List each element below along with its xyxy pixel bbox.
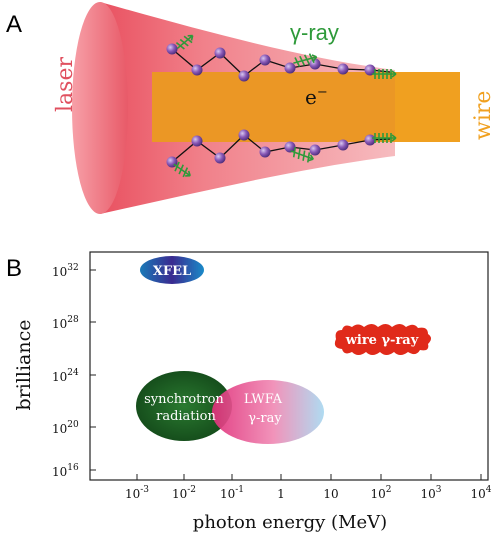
- gamma-photons: [173, 34, 397, 178]
- electron: [166, 43, 178, 55]
- y-tick-labels: 1032 1028 1024 1020 1016: [52, 263, 79, 479]
- gamma-photon-icon: [290, 147, 314, 163]
- y-tick-label: 1024: [52, 368, 79, 384]
- electron: [284, 62, 296, 74]
- xfel-label: XFEL: [153, 264, 191, 279]
- electron: [284, 141, 296, 153]
- y-tick-label: 1028: [52, 315, 79, 331]
- electron: [238, 129, 250, 141]
- electron: [238, 70, 250, 82]
- panel-a-label: A: [6, 11, 22, 38]
- electron-label: e−: [305, 85, 328, 109]
- laser-cone-face: [72, 2, 128, 214]
- lwfa-region: [212, 380, 324, 444]
- electron: [191, 135, 203, 147]
- y-tick-label: 1016: [52, 463, 79, 479]
- gamma-photon-icon: [293, 53, 318, 67]
- lwfa-label: LWFA γ-ray: [244, 392, 286, 426]
- gamma-ray-label: γ-ray: [290, 20, 339, 45]
- electron: [309, 58, 321, 70]
- y-tick-label: 1032: [52, 263, 79, 279]
- x-axis-label: photon energy (MeV): [193, 512, 387, 533]
- y-axis-ticks: [90, 269, 96, 471]
- upper-trajectory: [171, 48, 391, 77]
- electron: [214, 152, 226, 164]
- x-tick-label: 10: [323, 487, 338, 501]
- gamma-photon-icon: [175, 34, 194, 50]
- electron: [259, 54, 271, 66]
- gamma-photon-icon: [372, 69, 397, 79]
- electron: [364, 64, 376, 76]
- y-axis-label: brilliance: [13, 319, 35, 410]
- electron: [259, 146, 271, 158]
- panel-a: A: [6, 2, 496, 214]
- x-tick-label: 1: [277, 487, 285, 501]
- xfel-region: [140, 256, 204, 284]
- electron: [214, 47, 226, 59]
- electron: [191, 64, 203, 76]
- wire-gamma-region: [334, 324, 431, 355]
- x-tick-labels: 10-3 10-2 10-1 1 10 102 103 104: [125, 485, 492, 501]
- panel-b-label: B: [6, 255, 22, 282]
- electron: [337, 139, 349, 151]
- x-tick-label: 104: [470, 485, 491, 501]
- x-axis-ticks: [136, 474, 482, 480]
- panel-b: B 1032 1028 1024 1020 1016: [6, 251, 492, 533]
- electron: [364, 134, 376, 146]
- y-tick-label: 1020: [52, 420, 79, 436]
- electron: [309, 144, 321, 156]
- synchrotron-label: synchrotron radiation: [144, 392, 228, 424]
- synchrotron-region: [136, 371, 232, 441]
- electron: [337, 63, 349, 75]
- plot-frame: [89, 251, 489, 481]
- gamma-photon-icon: [372, 133, 397, 143]
- gamma-photon-icon: [173, 161, 191, 178]
- x-tick-label: 10-1: [220, 485, 244, 501]
- x-tick-label: 10-3: [125, 485, 149, 501]
- laser-label: laser: [53, 57, 78, 112]
- x-tick-label: 103: [420, 485, 441, 501]
- x-tick-label: 102: [370, 485, 391, 501]
- electron-trajectories: [171, 48, 391, 163]
- wire-overlap: [152, 72, 395, 142]
- lower-trajectory: [171, 134, 391, 163]
- wire-label: wire: [471, 91, 496, 140]
- x-tick-label: 10-2: [172, 485, 196, 501]
- wire-gamma-label: wire γ-ray: [345, 333, 419, 348]
